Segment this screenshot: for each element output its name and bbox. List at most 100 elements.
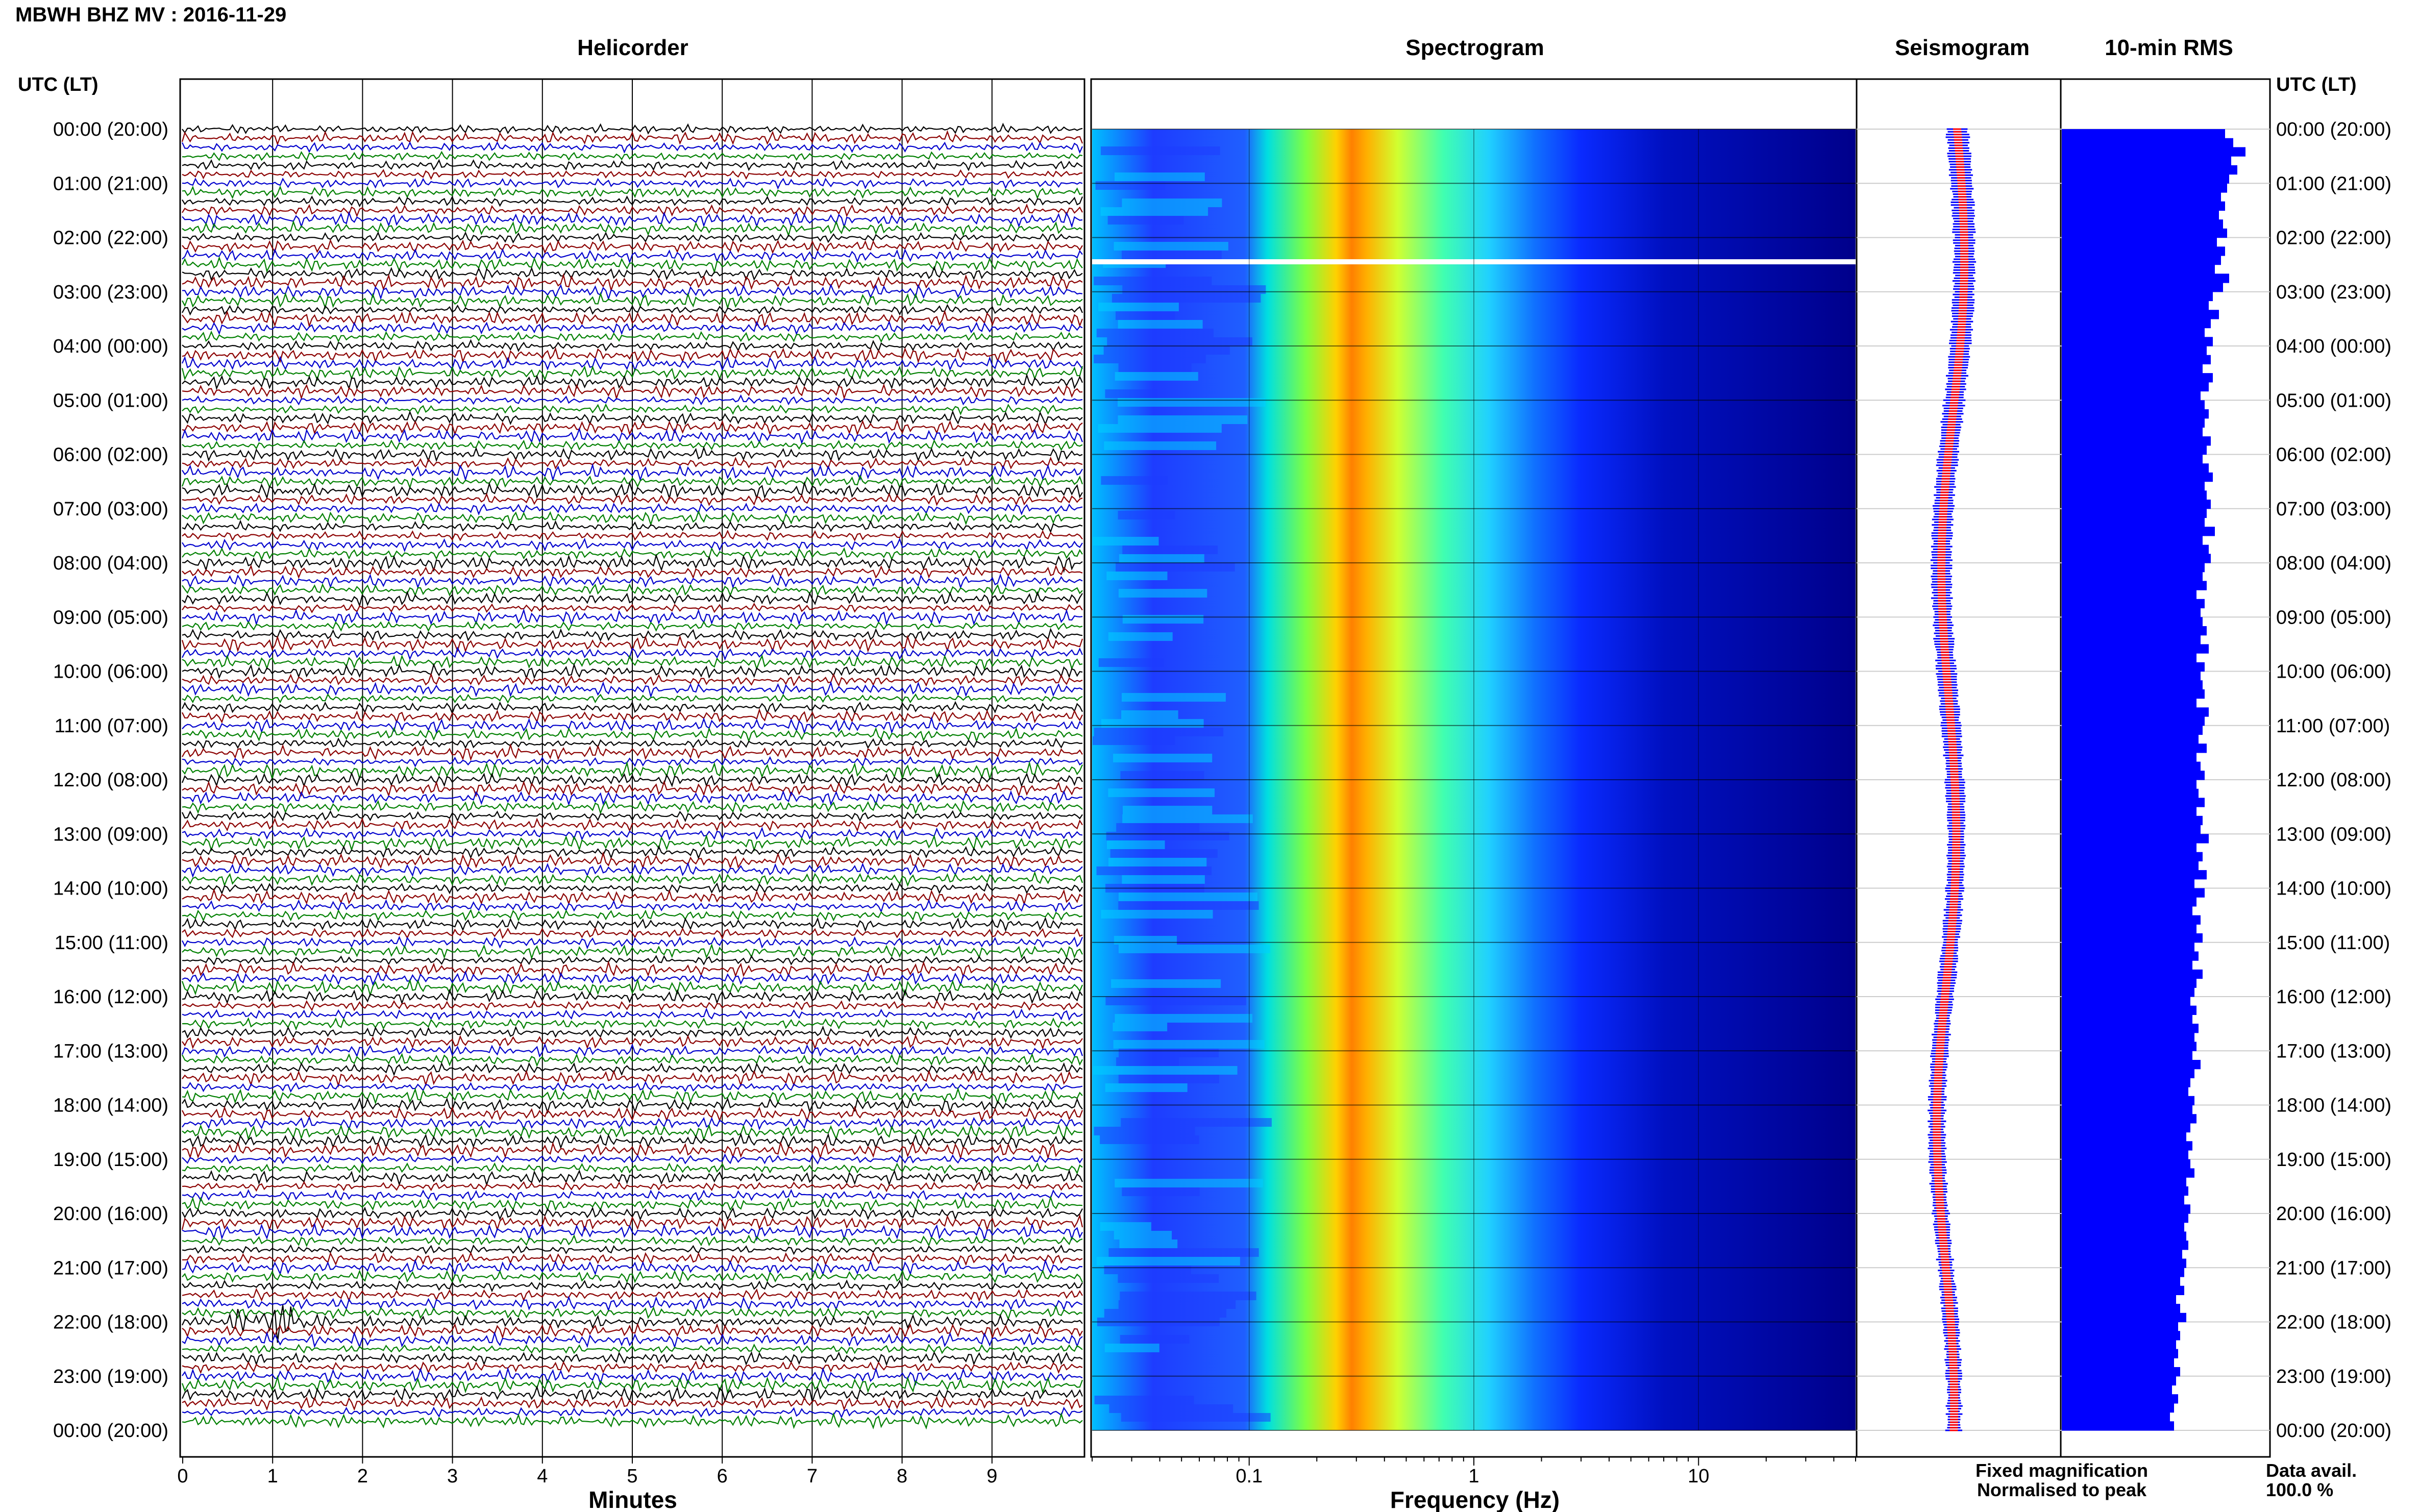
time-label-right: 01:00 (21:00) [2276, 173, 2391, 194]
time-label-left: 21:00 (17:00) [53, 1257, 168, 1279]
helicorder-trace [182, 927, 1083, 939]
helicorder-trace [182, 943, 1083, 960]
spectrogram-band [1122, 814, 1253, 823]
helicorder-trace [182, 439, 1083, 451]
helicorder-trace [182, 1258, 1083, 1276]
helicorder-trace [182, 646, 1083, 661]
helicorder-trace [182, 403, 1083, 415]
rms-bar [2062, 147, 2245, 157]
helicorder-trace [182, 1188, 1083, 1202]
spectrogram-band [1122, 615, 1204, 624]
time-label-left: 22:00 (18:00) [53, 1312, 168, 1333]
helicorder-trace [182, 151, 1083, 162]
rms-bar [2062, 897, 2196, 907]
rms-bar [2062, 590, 2196, 600]
rms-bar [2062, 1213, 2188, 1223]
rms-bar [2062, 156, 2231, 166]
helicorder-trace [182, 1304, 1083, 1321]
helicorder-trace [182, 737, 1083, 750]
spectrogram-band [1094, 355, 1206, 363]
helicorder-trace [182, 1222, 1083, 1242]
rms-title: 10-min RMS [2105, 35, 2233, 60]
helicorder-trace [182, 1367, 1083, 1386]
rms-bar [2062, 1249, 2182, 1259]
rms-bar [2062, 1168, 2194, 1178]
helicorder-trace [182, 673, 1083, 687]
rms-bar [2062, 500, 2211, 509]
spectrogram-band [1093, 1066, 1238, 1075]
helicorder-trace [182, 1351, 1083, 1367]
rms-bar [2062, 183, 2227, 193]
spectrogram-data-gap [1092, 259, 1856, 264]
helicorder-trace [182, 1331, 1083, 1349]
helicorder-trace [182, 1141, 1083, 1160]
spectrogram-band [1122, 251, 1222, 259]
helicorder-trace [182, 681, 1083, 699]
rms-bar [2062, 463, 2209, 473]
rms-bar [2062, 210, 2219, 220]
rms-bar [2062, 1123, 2190, 1133]
helicorder-x-ticks: 0 1 2 3 4 5 6 7 8 9 [177, 1457, 997, 1487]
helicorder-trace [181, 1043, 1083, 1058]
helicorder-trace [182, 265, 1083, 281]
time-label-right: 20:00 (16:00) [2276, 1203, 2391, 1225]
spectrogram-band [1118, 893, 1257, 901]
helicorder-trace [182, 309, 1083, 329]
helicorder-trace [182, 283, 1083, 301]
rms-bar [2062, 915, 2201, 925]
spectrogram-band [1095, 181, 1166, 190]
rms-bar [2062, 1069, 2194, 1078]
time-label-left: 13:00 (09:00) [53, 824, 168, 845]
rms-bar [2062, 264, 2215, 274]
helicorder-trace [182, 211, 1083, 229]
time-label-right: 10:00 (06:00) [2276, 661, 2391, 683]
spectrogram-band [1094, 1127, 1195, 1135]
rms-bar [2062, 1024, 2199, 1033]
helicorder-trace [182, 1287, 1083, 1302]
time-label-right: 19:00 (15:00) [2276, 1149, 2391, 1171]
left-axis-title: UTC (LT) [18, 74, 98, 95]
helicorder-trace [182, 564, 1083, 579]
rms-bar [2062, 1204, 2190, 1214]
helicorder-trace [182, 383, 1083, 401]
rms-bar [2062, 436, 2211, 446]
helicorder-trace [182, 463, 1083, 482]
spectrogram-band [1118, 1049, 1219, 1057]
rms-bar [2062, 843, 2196, 853]
time-label-right: 22:00 (18:00) [2276, 1312, 2391, 1333]
rms-bar [2062, 798, 2205, 807]
spectrogram-x-tick-label: 0.1 [1236, 1466, 1263, 1487]
time-label-left: 02:00 (22:00) [53, 228, 168, 249]
helicorder-trace [182, 185, 1083, 200]
spectrogram-x-ticks: 0.1 1 10 [1092, 129, 1856, 1487]
helicorder-trace [182, 590, 1083, 608]
rms-bar [2062, 635, 2201, 645]
helicorder-trace [182, 248, 1083, 264]
spectrogram-band [1120, 771, 1204, 780]
helicorder-trace [182, 708, 1083, 724]
helicorder-trace [182, 916, 1083, 932]
helicorder-trace [182, 908, 1083, 922]
time-label-left: 16:00 (12:00) [53, 986, 168, 1008]
time-label-right: 21:00 (17:00) [2276, 1257, 2391, 1279]
rms-bar [2062, 807, 2196, 816]
rms-bar [2062, 228, 2227, 238]
helicorder-trace [182, 547, 1083, 561]
helicorder-trace [182, 1244, 1083, 1255]
helicorder-trace [182, 756, 1083, 767]
helicorder-trace [182, 1132, 1082, 1150]
rms-bar [2062, 481, 2205, 491]
spectrogram-band [1108, 858, 1207, 866]
spectrogram-band [1116, 1057, 1179, 1066]
spectrogram-band [1110, 849, 1218, 858]
rms-bar [2062, 1231, 2186, 1241]
helicorder-trace [182, 827, 1083, 841]
helicorder-trace [182, 608, 1083, 626]
rms-bar [2062, 1032, 2194, 1043]
spectrogram-band [1118, 1274, 1219, 1283]
helicorder-x-tick-label: 6 [717, 1466, 728, 1487]
helicorder-trace [182, 220, 1083, 237]
helicorder-trace [182, 1162, 1083, 1175]
rms-bar [2062, 1096, 2194, 1106]
spectrogram-band [1120, 1335, 1190, 1344]
